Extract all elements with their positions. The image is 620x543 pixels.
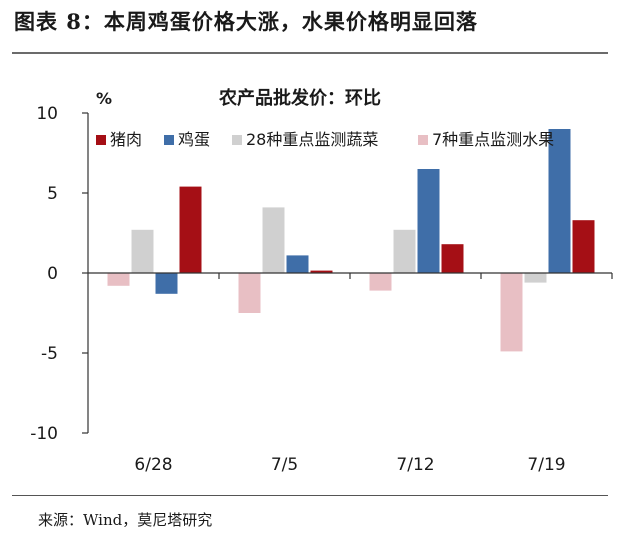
- bar-vegetable: [524, 273, 547, 283]
- title-divider: [12, 52, 608, 54]
- x-tick-label: 7/19: [527, 455, 565, 475]
- y-tick-label: 5: [47, 184, 58, 204]
- bar-pork: [572, 220, 595, 273]
- legend-swatch: [96, 135, 106, 145]
- source-divider: [12, 495, 608, 496]
- legend-swatch: [418, 135, 428, 145]
- bar-vegetable: [262, 207, 285, 273]
- legend-swatch: [232, 135, 242, 145]
- legend-label: 28种重点监测蔬菜: [246, 130, 378, 149]
- x-tick-label: 7/12: [396, 455, 434, 475]
- y-tick-label: 10: [36, 104, 58, 124]
- bar-fruit: [500, 273, 523, 352]
- bar-egg: [286, 255, 309, 273]
- bar-pork: [441, 244, 464, 273]
- bar-fruit: [107, 273, 130, 286]
- legend-label: 鸡蛋: [178, 130, 210, 149]
- legend-label: 猪肉: [110, 130, 142, 149]
- bar-fruit: [369, 273, 392, 291]
- x-tick-label: 6/28: [134, 455, 172, 475]
- bar-egg: [417, 169, 440, 273]
- bar-egg: [548, 129, 571, 273]
- y-tick-label: -5: [41, 344, 58, 364]
- chart-title: 农产品批发价：环比: [218, 87, 381, 109]
- bar-vegetable: [131, 229, 154, 273]
- x-tick-label: 7/5: [271, 455, 298, 475]
- y-axis-unit-label: %: [96, 89, 112, 108]
- bar-pork: [310, 270, 333, 273]
- bar-vegetable: [393, 229, 416, 273]
- figure-title: 图表 8：本周鸡蛋价格大涨，水果价格明显回落: [14, 9, 478, 34]
- y-tick-label: -10: [30, 424, 58, 444]
- y-tick-label: 0: [47, 264, 58, 284]
- legend-label: 7种重点监测水果: [432, 130, 554, 149]
- source-note: 来源：Wind，莫尼塔研究: [38, 511, 213, 529]
- bar-fruit: [238, 273, 261, 313]
- bar-pork: [179, 186, 202, 273]
- bar-chart: 农产品批发价：环比 % 10 5 0 -5 -10 6/28 7/5 7/12 7/19 猪肉…: [30, 87, 613, 475]
- legend-swatch: [164, 135, 174, 145]
- bar-egg: [155, 273, 178, 294]
